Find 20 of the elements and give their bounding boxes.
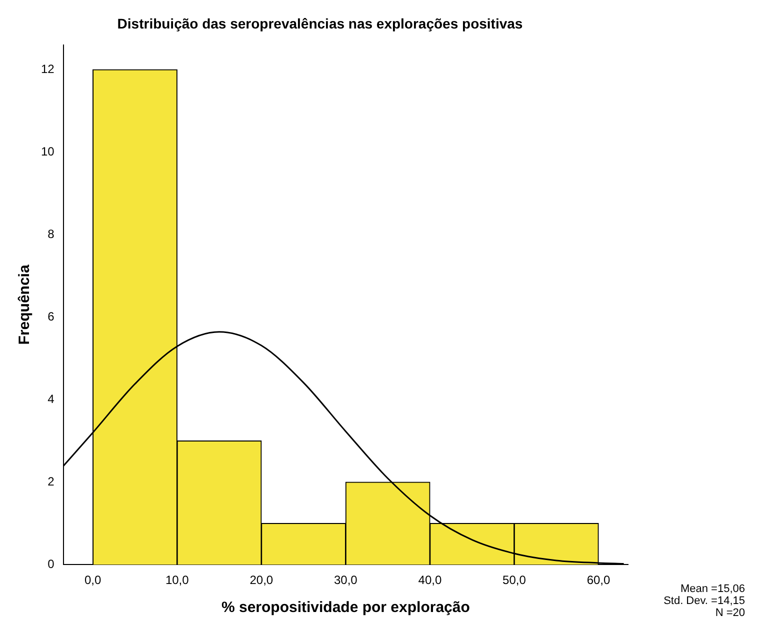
y-tick-label: 2	[48, 474, 55, 488]
y-tick-label: 4	[48, 392, 55, 406]
y-tick-label: 10	[40, 144, 55, 158]
y-tick-label: 12	[40, 62, 55, 76]
chart-title: Distribuição das seroprevalências nas explorações positivas	[117, 15, 523, 32]
y-tick-label: 6	[48, 309, 55, 324]
x-tick-label: 20,0	[250, 573, 274, 588]
x-tick-label: 40,0	[418, 573, 442, 588]
x-axis-title: % seropositividade por exploração	[221, 599, 470, 616]
y-tick-label: 8	[48, 226, 55, 241]
text: Std. Dev. =14,15	[664, 595, 745, 607]
y-axis-title: Frequência	[16, 264, 34, 345]
x-tick-label: 10,0	[165, 573, 190, 588]
text: Mean =15,06	[679, 583, 745, 595]
x-tick-label: 60,0	[586, 573, 611, 588]
x-tick-label: 50,0	[502, 573, 526, 588]
y-tick-label: 0	[48, 556, 55, 571]
text: N =20	[714, 607, 745, 619]
x-tick-label: 30,0	[334, 573, 358, 588]
x-tick-label: 0,0	[84, 573, 102, 588]
